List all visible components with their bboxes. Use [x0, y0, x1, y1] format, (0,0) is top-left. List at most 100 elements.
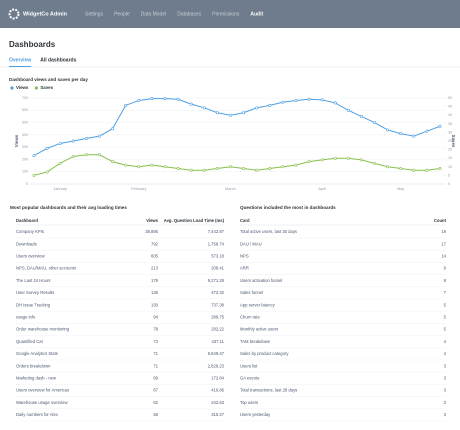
data-point — [215, 111, 219, 115]
data-point — [438, 167, 442, 171]
data-point — [202, 106, 206, 110]
table-cell: 5 — [444, 302, 447, 307]
legend-label: Saves — [40, 85, 53, 90]
table-cell: 289.75 — [211, 315, 224, 320]
table-cell: DAU / MAU — [240, 241, 262, 246]
nav-item[interactable]: Databases — [177, 11, 201, 17]
nav-item[interactable]: People — [114, 11, 130, 17]
data-point — [202, 168, 206, 172]
table-cell: 416.86 — [211, 388, 224, 393]
logo[interactable] — [8, 8, 20, 20]
table-cell: Marketing dash - new — [16, 376, 57, 381]
tab[interactable]: All dashboards — [40, 57, 76, 63]
data-point — [163, 165, 167, 169]
data-point — [124, 163, 128, 167]
x-tick-label: April — [318, 187, 326, 191]
table-cell: 473.32 — [211, 290, 224, 295]
tab[interactable]: Overview — [9, 57, 31, 63]
table-cell: The Last 24 Hours — [16, 278, 50, 283]
table-cell: usage info — [16, 315, 36, 320]
data-point — [412, 134, 416, 138]
nav-item[interactable]: Settings — [85, 11, 104, 17]
table-cell: Sales funnel — [240, 290, 263, 295]
data-point — [425, 168, 429, 172]
table-cell: 62 — [153, 400, 158, 405]
nav-item[interactable]: Permissions — [212, 11, 240, 17]
y2-tick-label: 45 — [448, 105, 452, 109]
data-point — [281, 165, 285, 169]
data-point — [176, 167, 180, 171]
data-point — [281, 100, 285, 104]
nav-bar — [0, 0, 460, 28]
y2-tick-label: 5 — [448, 173, 450, 177]
table-cell: 4 — [444, 351, 447, 356]
data-point — [307, 160, 311, 164]
data-point — [32, 173, 36, 177]
table-cell: App server latency — [240, 302, 276, 307]
table-cell: 3 — [444, 400, 447, 405]
data-point — [242, 167, 246, 171]
column-header: Card — [240, 218, 250, 223]
data-point — [268, 167, 272, 171]
y2-tick-label: 15 — [448, 156, 452, 160]
table-cell: 9 — [444, 266, 447, 271]
table-cell: Quantified Cat — [16, 339, 44, 344]
y2-tick-label: 50 — [448, 96, 452, 100]
table-cell: Users overview — [16, 254, 46, 259]
data-point — [255, 168, 259, 172]
table-cell: 130 — [151, 302, 159, 307]
data-point — [150, 163, 154, 167]
y-axis-label: Views — [14, 134, 19, 147]
table-cell: 737.38 — [211, 302, 224, 307]
table-title: Most popular dashboards and their avg lo… — [10, 205, 127, 210]
data-point — [359, 158, 363, 162]
table-cell: 94 — [153, 315, 158, 320]
column-header: Avg. Question Load Time (ms) — [164, 218, 225, 223]
data-point — [71, 154, 75, 158]
legend-label: Views — [16, 85, 29, 90]
table-cell: GA events — [240, 376, 259, 381]
chart-title: Dashboard views and saves per day — [9, 77, 88, 82]
y2-tick-label: 30 — [448, 130, 452, 134]
table-cell: Company KPIs — [16, 229, 44, 234]
table-cell: NPS, DAU/MAU, other accounts — [16, 266, 76, 271]
table-cell: Users yesterday — [240, 412, 271, 417]
nav-item[interactable]: Data Model — [141, 11, 167, 17]
column-header: Count — [434, 218, 447, 223]
table-cell: 605 — [151, 254, 159, 259]
table-cell: Total transactions, last 28 days — [240, 388, 297, 393]
table-cell: 315.27 — [211, 412, 224, 417]
x-tick-label: February — [131, 187, 146, 191]
table-cell: Users list — [240, 363, 258, 368]
table-cell: NPS — [240, 254, 249, 259]
table-cell: 5 — [444, 315, 447, 320]
data-point — [163, 97, 167, 101]
data-point — [71, 139, 75, 143]
data-point — [137, 165, 141, 169]
data-point — [333, 156, 337, 160]
y-tick-label: 300 — [22, 145, 28, 149]
table-cell: TAM breakdown — [240, 339, 271, 344]
brand[interactable]: WidgetCo Admin — [23, 11, 68, 17]
table-cell: Churn rate — [240, 315, 260, 320]
data-point — [373, 161, 377, 165]
table-cell: 8 — [444, 278, 447, 283]
data-point — [399, 132, 403, 136]
nav-item[interactable]: Audit — [250, 11, 263, 17]
table-cell: 7,442.87 — [208, 229, 225, 234]
data-point — [346, 156, 350, 160]
data-point — [215, 167, 219, 171]
table-cell: 7 — [444, 290, 447, 295]
y2-tick-label: 25 — [448, 139, 452, 143]
data-point — [45, 146, 49, 150]
y2-tick-label: 40 — [448, 113, 452, 117]
data-point — [399, 167, 403, 171]
data-point — [124, 103, 128, 107]
table-cell: 73 — [153, 339, 158, 344]
y-tick-label: 100 — [22, 170, 28, 174]
table-cell: 78 — [153, 327, 158, 332]
column-header: Dashboard — [16, 218, 38, 223]
table-cell: 179 — [151, 278, 159, 283]
table-cell: 14 — [441, 254, 446, 259]
table-cell: Downloads — [16, 241, 37, 246]
